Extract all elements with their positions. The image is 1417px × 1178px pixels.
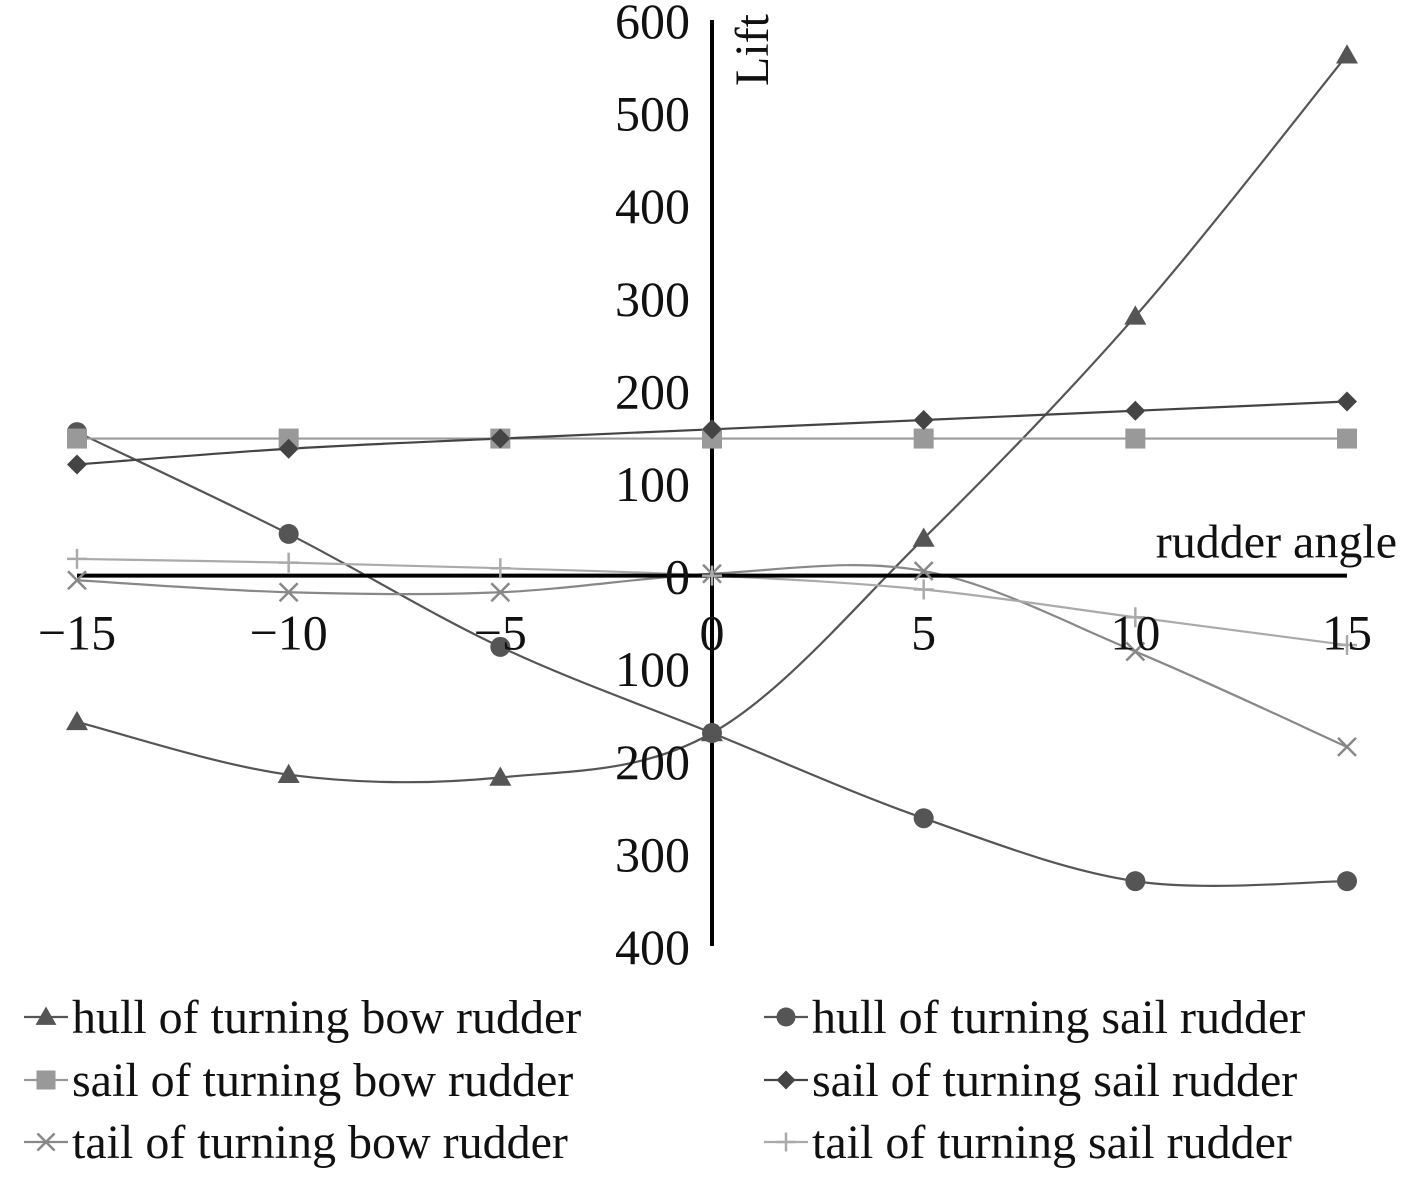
series-4-point-5 xyxy=(913,410,934,431)
y-tick-label: 500 xyxy=(615,86,690,142)
series-3-point-5 xyxy=(913,428,934,449)
legend-swatch-marker-3 xyxy=(36,1070,56,1090)
legend-swatch-marker-4 xyxy=(776,1070,796,1090)
series-4-point-6 xyxy=(1125,400,1146,421)
y-tick-label: 400 xyxy=(615,178,690,234)
x-axis-title: rudder angle xyxy=(1156,516,1397,569)
series-5-point-3 xyxy=(490,582,511,603)
series-1-point-5 xyxy=(912,527,935,547)
legend: hull of turning bow rudder hull of turnin… xyxy=(24,991,1305,1169)
y-tick-label: 300 xyxy=(615,826,690,882)
y-tick-label: 100 xyxy=(615,641,690,697)
x-tick-label: −5 xyxy=(474,605,527,661)
y-tick-label: 600 xyxy=(615,0,690,49)
axes xyxy=(77,20,1347,946)
x-tick-label: −15 xyxy=(38,605,116,661)
series-1-point-7 xyxy=(1336,44,1358,64)
series-6-point-2 xyxy=(278,552,299,573)
series-3-point-6 xyxy=(1125,428,1146,449)
legend-swatch-marker-6 xyxy=(776,1132,796,1152)
series-5-point-7 xyxy=(1337,737,1357,757)
y-axis-title: Lift xyxy=(726,13,779,86)
series-2-point-3 xyxy=(490,636,511,657)
legend-label: sail of turning sail rudder xyxy=(812,1054,1297,1107)
series-4-point-4 xyxy=(702,419,722,440)
y-tick-label: 100 xyxy=(615,456,690,512)
legend-swatch-marker-5 xyxy=(36,1132,56,1152)
series-5-point-6 xyxy=(1125,641,1146,662)
series-2-point-5 xyxy=(913,808,934,829)
legend-label: hull of turning sail rudder xyxy=(812,991,1305,1044)
x-tick-label: −10 xyxy=(250,605,328,661)
x-tick-label: 10 xyxy=(1110,605,1160,661)
y-tick-label: 400 xyxy=(615,919,690,975)
x-tick-label: 0 xyxy=(700,605,725,661)
series-5-point-1 xyxy=(67,570,87,591)
legend-label: tail of turning sail rudder xyxy=(812,1116,1292,1169)
y-tick-label: 200 xyxy=(615,734,690,790)
series-4-point-1 xyxy=(67,454,87,475)
series-4-point-3 xyxy=(490,428,511,449)
y-tick-label: 0 xyxy=(665,549,690,605)
legend-label: hull of turning bow rudder xyxy=(72,991,581,1044)
series-4-point-2 xyxy=(278,438,299,459)
series-6-point-5 xyxy=(913,579,934,600)
series-4-point-7 xyxy=(1337,391,1357,412)
series-1-point-2 xyxy=(277,763,300,783)
series-2-point-7 xyxy=(1337,871,1357,892)
series-5-point-5 xyxy=(913,561,934,581)
series-6-point-7 xyxy=(1337,635,1357,656)
series-3-point-2 xyxy=(278,428,299,449)
x-tick-label: 15 xyxy=(1322,605,1372,661)
series-3-point-7 xyxy=(1337,428,1357,449)
series-5-point-2 xyxy=(278,582,299,603)
series-6-point-3 xyxy=(490,558,511,579)
x-tick-label: 5 xyxy=(911,605,936,661)
legend-swatch-marker-1 xyxy=(35,1006,57,1025)
series-3-point-1 xyxy=(67,428,87,449)
series-2-point-6 xyxy=(1125,871,1146,892)
legend-label: sail of turning bow rudder xyxy=(72,1054,573,1107)
series-6-point-4 xyxy=(702,565,722,586)
series-1-point-1 xyxy=(66,710,88,731)
series-line-1 xyxy=(76,54,1348,784)
legend-label: tail of turning bow rudder xyxy=(72,1116,568,1169)
series-6-point-6 xyxy=(1125,607,1146,628)
markers-layer xyxy=(66,44,1358,892)
series-1-point-3 xyxy=(489,766,512,786)
labels-layer: −15 −10 −5 0 5 10 1560050040030020010001002003… xyxy=(38,0,1397,975)
y-tick-label: 200 xyxy=(615,363,690,419)
series-1-point-6 xyxy=(1124,305,1147,325)
series-2-point-4 xyxy=(702,723,722,744)
legend-swatch-marker-2 xyxy=(776,1007,796,1027)
series-6-point-1 xyxy=(67,548,87,569)
series-2-point-2 xyxy=(278,523,299,544)
y-tick-label: 300 xyxy=(615,271,690,327)
